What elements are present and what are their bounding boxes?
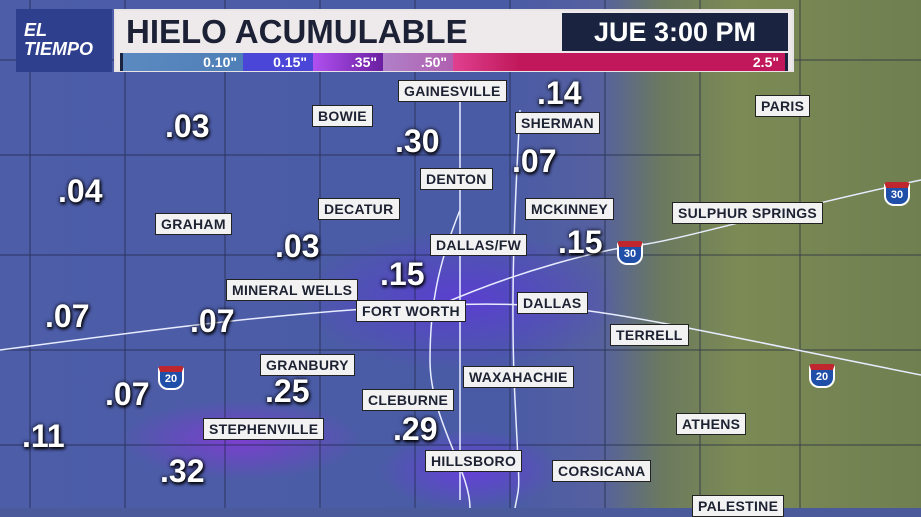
forecast-time: JUE 3:00 PM xyxy=(562,13,788,51)
city-label: WAXAHACHIE xyxy=(463,366,574,388)
interstate-shield-icon: 30 xyxy=(617,241,643,265)
map-title: HIELO ACUMULABLE xyxy=(126,13,468,50)
legend-stop: .35" xyxy=(313,53,383,71)
city-label: HILLSBORO xyxy=(425,450,523,472)
logo-text: TIEMPO xyxy=(24,39,94,59)
city-label: GRAHAM xyxy=(155,213,232,235)
amount-label: .14 xyxy=(537,75,582,111)
legend-stop: 0.15" xyxy=(243,53,313,71)
amount-label: .32 xyxy=(160,453,205,489)
amount-label: .03 xyxy=(275,228,320,264)
amount-label: .03 xyxy=(165,108,210,144)
city-label: FORT WORTH xyxy=(356,300,466,322)
amount-label: .29 xyxy=(393,411,438,447)
interstate-shield-icon: 30 xyxy=(884,182,910,206)
legend-stop: 2.5" xyxy=(453,53,785,71)
amount-label: .07 xyxy=(512,143,557,179)
city-label: CLEBURNE xyxy=(362,389,455,411)
amount-label: .04 xyxy=(58,173,103,209)
city-label: CORSICANA xyxy=(552,460,652,482)
amount-label: .07 xyxy=(45,298,90,334)
city-label: SULPHUR SPRINGS xyxy=(672,202,824,224)
interstate-shield-icon: 20 xyxy=(809,364,835,388)
city-label: MINERAL WELLS xyxy=(226,279,359,301)
amount-label: .25 xyxy=(265,373,310,409)
city-label: PALESTINE xyxy=(692,495,785,517)
city-label: ATHENS xyxy=(676,413,747,435)
amount-label: .15 xyxy=(380,256,425,292)
amount-label: .07 xyxy=(105,376,150,412)
amount-label: .30 xyxy=(395,123,440,159)
city-label: PARIS xyxy=(755,95,811,117)
city-label: DECATUR xyxy=(318,198,400,220)
color-legend: 0.10" 0.15" .35" .50" 2.5" xyxy=(120,53,788,71)
city-label: DALLAS xyxy=(517,292,588,314)
interstate-shield-icon: 20 xyxy=(158,366,184,390)
title-bar: HIELO ACUMULABLE JUE 3:00 PM 0.10" 0.15"… xyxy=(114,9,794,72)
city-label: GRANBURY xyxy=(260,354,355,376)
city-label: BOWIE xyxy=(312,105,373,127)
city-label: MCKINNEY xyxy=(525,198,615,220)
amount-label: .07 xyxy=(190,303,235,339)
city-label: GAINESVILLE xyxy=(398,80,507,102)
amount-label: .11 xyxy=(22,418,65,454)
city-label: SHERMAN xyxy=(515,112,600,134)
legend-stop: 0.10" xyxy=(123,53,243,71)
legend-stop: .50" xyxy=(383,53,453,71)
el-tiempo-logo: EL TIEMPO xyxy=(16,9,112,72)
amount-label: .15 xyxy=(558,224,603,260)
city-label: TERRELL xyxy=(610,324,689,346)
city-label: DENTON xyxy=(420,168,493,190)
city-label: STEPHENVILLE xyxy=(203,418,325,440)
logo-text: EL xyxy=(24,20,48,40)
city-label: DALLAS/FW xyxy=(430,234,528,256)
